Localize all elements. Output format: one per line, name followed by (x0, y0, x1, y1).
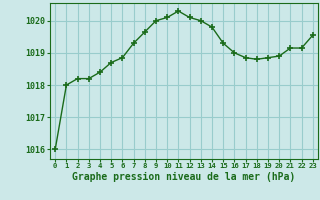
X-axis label: Graphe pression niveau de la mer (hPa): Graphe pression niveau de la mer (hPa) (72, 172, 296, 182)
